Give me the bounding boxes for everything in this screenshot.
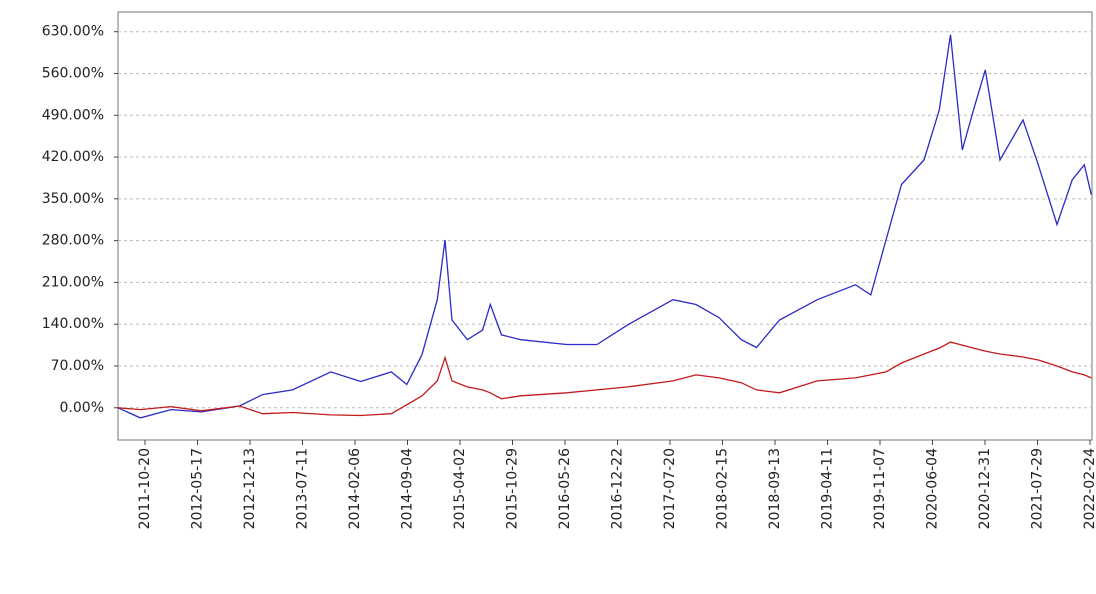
x-tick-label: 2020-12-31 [977, 448, 993, 529]
x-tick-label: 2022-02-24 [1082, 448, 1096, 529]
x-tick-label: 2011-10-20 [137, 448, 153, 529]
x-tick-label: 2019-04-11 [820, 448, 836, 529]
x-tick-label: 2016-12-22 [610, 448, 626, 529]
x-tick-label: 2016-05-26 [557, 448, 573, 529]
x-tick-label: 2018-09-13 [767, 448, 783, 529]
x-tick-label: 2019-11-07 [872, 448, 888, 529]
y-tick-label: 560.00% [42, 65, 104, 81]
y-tick-label: 420.00% [42, 149, 104, 165]
plot-area [117, 11, 1093, 441]
x-tick-label: 2013-07-11 [295, 448, 311, 529]
y-tick-label: 280.00% [42, 233, 104, 249]
series-line [117, 34, 1092, 419]
series-line [117, 341, 1092, 417]
y-tick-label: 0.00% [60, 400, 104, 416]
x-tick-label: 2017-07-20 [662, 448, 678, 529]
x-tick-label: 2020-06-04 [925, 448, 941, 529]
x-tick-label: 2021-07-29 [1030, 448, 1046, 529]
x-tick-label: 2012-05-17 [190, 448, 206, 529]
y-tick-label: 210.00% [42, 274, 104, 290]
x-tick-label: 2015-10-29 [505, 448, 521, 529]
y-tick-label: 140.00% [42, 316, 104, 332]
x-tick-label: 2015-04-02 [452, 448, 468, 529]
y-tick-label: 350.00% [42, 191, 104, 207]
x-tick-label: 2012-12-13 [242, 448, 258, 529]
x-tick-label: 2018-02-15 [715, 448, 731, 529]
x-tick-label: 2014-02-06 [347, 448, 363, 529]
y-tick-label: 630.00% [42, 24, 104, 40]
x-tick-label: 2014-09-04 [400, 448, 416, 529]
y-tick-label: 70.00% [51, 358, 104, 374]
y-tick-label: 490.00% [42, 107, 104, 123]
